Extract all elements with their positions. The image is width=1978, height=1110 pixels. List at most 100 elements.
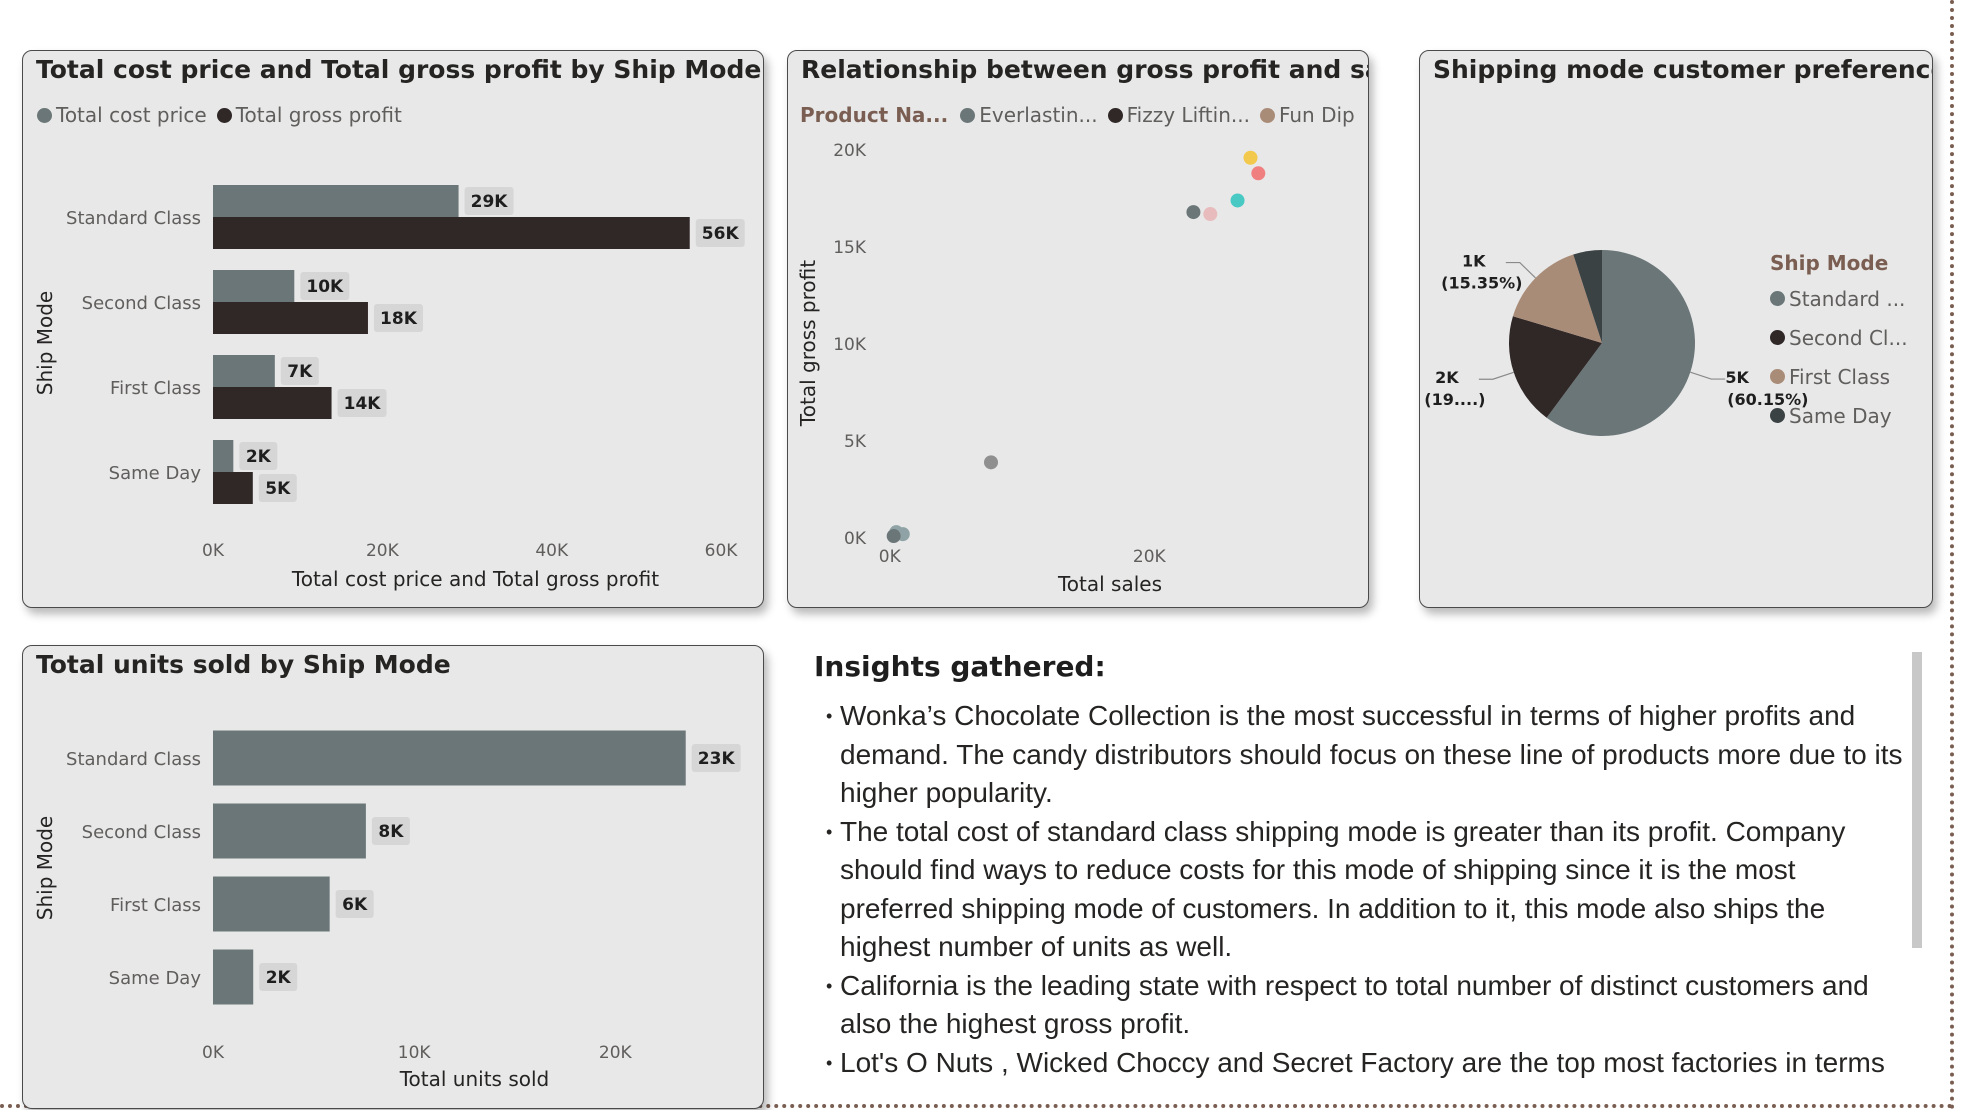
data-label-bg <box>691 744 741 772</box>
scatter-point-5[interactable] <box>984 455 998 470</box>
scatter-point-0[interactable] <box>1243 150 1258 165</box>
y-axis-title: Ship Mode <box>33 291 57 395</box>
y-tick-label: 0K <box>844 529 867 549</box>
y-axis-title: Ship Mode <box>33 816 57 920</box>
units-sold-bar-chart[interactable]: Standard Class 23K Second Class 8K First Cla… <box>23 646 763 1108</box>
category-label-second-class: Second Class <box>82 293 201 314</box>
page-border-right <box>1950 0 1954 1110</box>
bar-total-gross-profit-first-class[interactable] <box>213 387 332 419</box>
scatter-legend[interactable]: Product Na... Everlastin... Fizzy Liftin… <box>800 103 1368 127</box>
pie-slice-same-day[interactable] <box>1573 250 1602 343</box>
pie-pct-label-first-class: (15.35%) <box>1441 274 1522 293</box>
y-axis-title: Total gross profit <box>796 260 820 427</box>
pie-legend-dot-standard <box>1770 291 1785 306</box>
cost-profit-chart-card[interactable]: Total cost price and Total gross profit … <box>22 50 764 608</box>
category-label-second-class: Second Class <box>82 822 201 843</box>
x-axis-title: Total sales <box>1057 572 1162 596</box>
scatter-point-2[interactable] <box>1230 193 1245 208</box>
data-label-total-cost-price-standard-class: 29K <box>471 192 509 212</box>
data-label-total-cost-price-same-day: 2K <box>246 447 272 467</box>
legend-item-cost-price[interactable]: Total cost price <box>37 103 207 127</box>
bar-total-gross-profit-standard-class[interactable] <box>213 217 690 249</box>
x-tick-label: 0K <box>202 1043 225 1063</box>
scatter-chart-title: Relationship between gross profit and sa… <box>801 55 1369 84</box>
data-label-bg <box>258 474 297 502</box>
pie-legend-dot-first <box>1770 369 1785 384</box>
data-label-bg <box>373 304 423 332</box>
legend-label-cost-price: Total cost price <box>56 103 207 127</box>
pie-legend-item-same-day[interactable]: Same Day <box>1770 396 1908 435</box>
x-tick-label: 10K <box>398 1043 432 1063</box>
legend-dot-fun-dip <box>1259 107 1275 123</box>
pie-legend-label-standard: Standard ... <box>1789 286 1906 311</box>
pie-legend-dot-second <box>1770 330 1785 345</box>
data-label-total-units-sold-first-class: 6K <box>342 895 368 915</box>
scatter-legend-title: Product Na... <box>800 103 949 127</box>
scatter-point-8[interactable] <box>886 529 901 544</box>
pie-legend-item-standard[interactable]: Standard ... <box>1770 279 1908 318</box>
data-label-bg <box>259 963 298 991</box>
data-label-total-units-sold-same-day: 2K <box>266 968 292 988</box>
pie-chart-card[interactable]: Shipping mode customer preference 5K (60.… <box>1419 50 1933 608</box>
bar-total-cost-price-standard-class[interactable] <box>213 185 459 217</box>
scatter-point-3[interactable] <box>1186 205 1201 220</box>
category-label-first-class: First Class <box>110 895 201 916</box>
cost-profit-legend[interactable]: Total cost price Total gross profit <box>37 103 412 127</box>
scatter-point-4[interactable] <box>1203 207 1218 222</box>
y-tick-label: 15K <box>833 238 867 258</box>
data-label-bg <box>300 272 350 300</box>
pie-value-label-standard-class: 5K <box>1725 368 1749 387</box>
bar-total-units-sold-standard-class[interactable] <box>213 730 686 786</box>
bar-total-cost-price-same-day[interactable] <box>213 440 234 472</box>
bar-total-gross-profit-same-day[interactable] <box>213 472 253 504</box>
pie-legend[interactable]: Ship Mode Standard ... Second Cl... Firs… <box>1770 251 1908 435</box>
y-tick-label: 10K <box>833 335 867 355</box>
legend-item-fun-dip[interactable]: Fun Dip <box>1259 103 1355 127</box>
bar-total-cost-price-second-class[interactable] <box>213 270 295 302</box>
x-axis-title: Total units sold <box>399 1067 550 1091</box>
x-tick-label: 40K <box>535 541 569 561</box>
bar-total-gross-profit-second-class[interactable] <box>213 302 368 334</box>
bar-total-cost-price-first-class[interactable] <box>213 355 275 387</box>
data-label-total-gross-profit-first-class: 14K <box>344 394 382 414</box>
legend-item-everlasting[interactable]: Everlastin... <box>960 103 1098 127</box>
scatter-point-1[interactable] <box>1251 166 1266 181</box>
insights-panel[interactable]: Insights gathered: Wonka’s Chocolate Col… <box>806 644 1916 1104</box>
x-tick-label: 0K <box>202 541 225 561</box>
bar-total-units-sold-first-class[interactable] <box>213 876 330 932</box>
bar-total-units-sold-same-day[interactable] <box>213 949 254 1005</box>
legend-dot-gross-profit <box>216 107 232 123</box>
units-sold-chart-card[interactable]: Total units sold by Ship Mode Standard C… <box>22 645 764 1109</box>
data-label-bg <box>464 187 514 215</box>
insights-title: Insights gathered: <box>814 650 1106 683</box>
data-label-bg <box>239 442 278 470</box>
pie-chart-title: Shipping mode customer preference <box>1433 55 1933 84</box>
pie-legend-item-second[interactable]: Second Cl... <box>1770 318 1908 357</box>
data-label-bg <box>695 219 745 247</box>
bar-total-units-sold-second-class[interactable] <box>213 803 366 859</box>
pie-slice-standard-class[interactable] <box>1546 250 1695 436</box>
scatter-chart-card[interactable]: Relationship between gross profit and sa… <box>787 50 1369 608</box>
pie-legend-title: Ship Mode <box>1770 251 1889 275</box>
pie-slice-first-class[interactable] <box>1512 254 1602 343</box>
pie-leader-line <box>1478 371 1514 380</box>
scatter-chart[interactable]: 0K 5K 10K 15K 20K 0K 20K Total sales Total gross… <box>788 51 1368 607</box>
data-label-bg <box>371 817 410 845</box>
pie-legend-item-first[interactable]: First Class <box>1770 357 1908 396</box>
legend-label-gross-profit: Total gross profit <box>235 103 402 127</box>
pie-chart[interactable]: 5K (60.15%) 2K (19....) 1K (15.35%) <box>1420 51 1932 607</box>
legend-item-fizzy-lifting[interactable]: Fizzy Liftin... <box>1107 103 1250 127</box>
insights-scrollbar[interactable] <box>1912 652 1922 948</box>
pie-legend-label-same-day: Same Day <box>1789 403 1892 428</box>
x-tick-label: 20K <box>599 1043 633 1063</box>
pie-slice-second-class[interactable] <box>1509 316 1602 418</box>
insights-list: Wonka’s Chocolate Collection is the most… <box>806 697 1916 1082</box>
legend-item-gross-profit[interactable]: Total gross profit <box>216 103 402 127</box>
legend-dot-cost-price <box>37 107 52 123</box>
data-label-bg <box>335 890 374 918</box>
legend-dot-fizzy-lifting <box>1107 107 1123 123</box>
data-label-bg <box>280 357 319 385</box>
x-tick-label: 0K <box>879 547 902 567</box>
cost-profit-bar-chart[interactable]: Standard Class 29K 56K Second Class 10K 18K Fi… <box>23 51 763 607</box>
legend-label-fun-dip: Fun Dip <box>1278 103 1355 127</box>
